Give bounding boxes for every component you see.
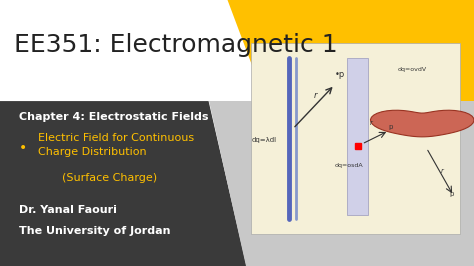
Text: p: p bbox=[449, 191, 454, 197]
Polygon shape bbox=[209, 101, 474, 266]
Text: •p: •p bbox=[335, 70, 345, 79]
Text: dq=οvdV: dq=οvdV bbox=[397, 67, 426, 72]
FancyBboxPatch shape bbox=[0, 0, 474, 101]
FancyBboxPatch shape bbox=[251, 43, 460, 234]
Text: Dr. Yanal Faouri: Dr. Yanal Faouri bbox=[19, 205, 117, 215]
Text: r: r bbox=[314, 91, 317, 100]
Text: (Surface Charge): (Surface Charge) bbox=[62, 173, 157, 183]
Polygon shape bbox=[371, 110, 474, 137]
Text: r: r bbox=[370, 120, 373, 126]
Text: •: • bbox=[19, 141, 27, 155]
Text: The University of Jordan: The University of Jordan bbox=[19, 226, 171, 236]
Text: dq=οsdA: dq=οsdA bbox=[335, 163, 363, 168]
Text: p: p bbox=[389, 124, 393, 130]
Polygon shape bbox=[0, 101, 246, 266]
Text: dq=λdl: dq=λdl bbox=[251, 137, 276, 143]
Text: Electric Field for Continuous
Charge Distribution: Electric Field for Continuous Charge Dis… bbox=[38, 133, 194, 157]
Polygon shape bbox=[347, 58, 368, 215]
Text: Chapter 4: Electrostatic Fields: Chapter 4: Electrostatic Fields bbox=[19, 112, 209, 122]
Polygon shape bbox=[228, 0, 474, 101]
Text: r: r bbox=[441, 168, 444, 174]
Text: EE351: Electromagnetic 1: EE351: Electromagnetic 1 bbox=[14, 33, 338, 57]
